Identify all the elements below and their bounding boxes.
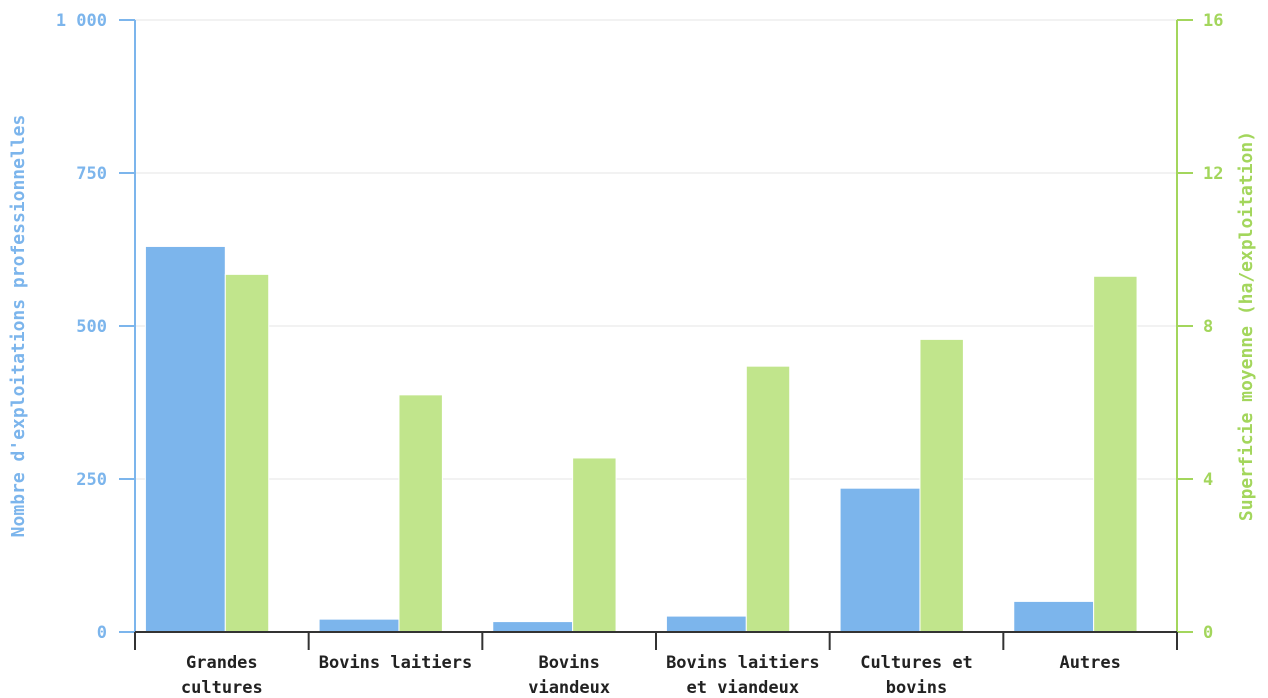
category-label: Bovins laitiers et viandeux — [666, 653, 820, 698]
bars — [144, 245, 1138, 633]
bar-superficie — [398, 394, 443, 633]
bar-exploitations — [318, 618, 400, 633]
category-label: Grandes cultures — [181, 653, 263, 698]
category-label-line: Grandes — [186, 653, 258, 673]
category-label-line: Bovins laitiers — [666, 653, 820, 673]
category-label: Autres — [1059, 653, 1120, 673]
bar-superficie — [1093, 275, 1138, 633]
bar-exploitations — [144, 245, 226, 633]
right-tick-label: 4 — [1203, 470, 1213, 490]
bar-exploitations — [492, 621, 574, 633]
bar-superficie — [224, 273, 270, 633]
bar-superficie — [919, 338, 964, 633]
category-label: Cultures et bovins — [860, 653, 973, 698]
right-tick-label: 16 — [1203, 11, 1223, 31]
right-tick-label: 12 — [1203, 164, 1223, 184]
right-tick-label: 0 — [1203, 623, 1213, 643]
left-tick-label: 750 — [76, 164, 107, 184]
left-tick-label: 500 — [76, 317, 107, 337]
bar-superficie — [745, 365, 791, 633]
grid-lines — [135, 19, 1177, 480]
left-axis-title: Nombre d'exploitations professionnelles — [8, 115, 29, 538]
right-tick-label: 8 — [1203, 317, 1213, 337]
left-tick-label: 0 — [97, 623, 107, 643]
category-label: Bovins laitiers — [319, 653, 473, 673]
category-label-line: bovins — [886, 678, 947, 698]
category-label-line: Bovins — [538, 653, 599, 673]
bar-superficie — [572, 457, 617, 633]
left-tick-label: 1 000 — [56, 11, 107, 31]
category-label-line: et viandeux — [687, 678, 800, 698]
left-tick-label: 250 — [76, 470, 107, 490]
category-label-line: Cultures et — [860, 653, 973, 673]
bar-exploitations — [1013, 600, 1095, 633]
bar-exploitations — [665, 615, 747, 633]
right-axis-title: Superficie moyenne (ha/exploitation) — [1236, 131, 1257, 521]
category-label-line: cultures — [181, 678, 263, 698]
axes — [119, 19, 1193, 650]
category-label-line: Bovins laitiers — [319, 653, 473, 673]
category-label-line: Autres — [1059, 653, 1120, 673]
category-label: Bovins viandeux — [528, 653, 610, 698]
bar-exploitations — [839, 487, 921, 633]
category-label-line: viandeux — [528, 678, 610, 698]
labels: 0 250 500 750 1 000 0 4 8 12 16 Grandes cultures Bov… — [8, 11, 1257, 698]
